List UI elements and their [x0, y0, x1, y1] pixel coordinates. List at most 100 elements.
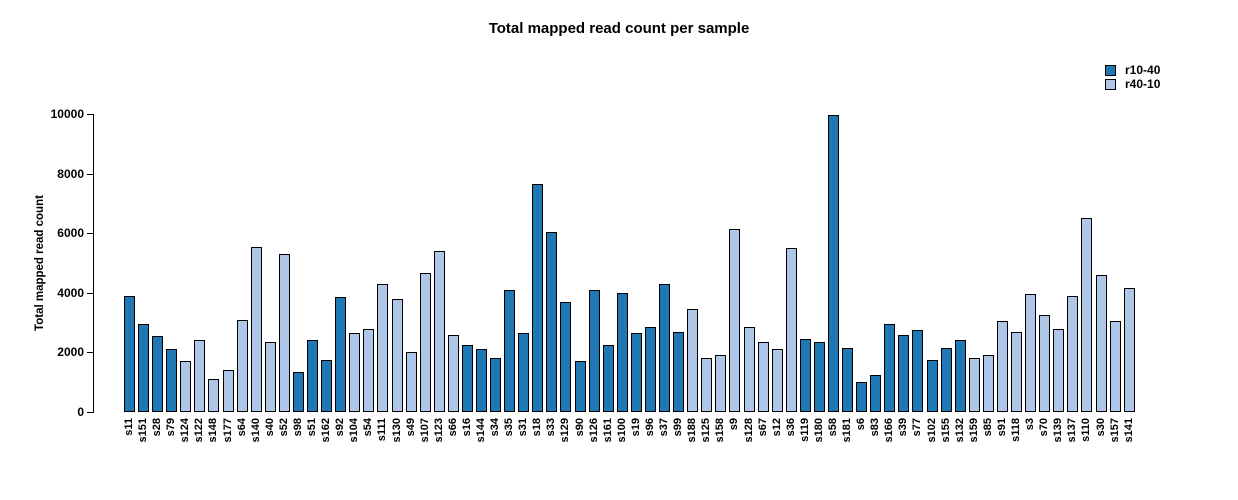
legend-swatch-r10-40-icon — [1105, 64, 1116, 76]
bar-s161 — [603, 345, 614, 412]
bar-s58 — [828, 115, 839, 412]
bar-s140 — [251, 247, 262, 412]
x-label-s64: s64 — [236, 418, 248, 437]
bar-s129 — [560, 302, 571, 412]
x-label-s19: s19 — [630, 418, 642, 437]
y-tick-2000 — [87, 352, 93, 353]
bar-s102 — [927, 360, 938, 412]
bar-s128 — [744, 327, 755, 412]
y-tick-label-2000: 2000 — [57, 345, 84, 359]
bar-s91 — [997, 321, 1008, 412]
x-label-s33: s33 — [545, 418, 557, 437]
x-label-s107: s107 — [419, 418, 431, 443]
x-label-s36: s36 — [785, 418, 797, 437]
x-label-s67: s67 — [757, 418, 769, 437]
y-tick-label-4000: 4000 — [57, 286, 84, 300]
x-label-s66: s66 — [447, 418, 459, 437]
x-label-s166: s166 — [883, 418, 895, 443]
x-label-s9: s9 — [728, 418, 740, 431]
bar-s148 — [208, 379, 219, 412]
bar-s181 — [842, 348, 853, 412]
bar-s90 — [575, 361, 586, 412]
x-label-s18: s18 — [531, 418, 543, 437]
y-tick-4000 — [87, 293, 93, 294]
x-label-s49: s49 — [405, 418, 417, 437]
bar-s77 — [912, 330, 923, 412]
bar-s155 — [941, 348, 952, 412]
bar-s33 — [546, 232, 557, 412]
x-label-s180: s180 — [813, 418, 825, 443]
bar-s188 — [687, 309, 698, 412]
bar-s151 — [138, 324, 149, 412]
x-label-s52: s52 — [278, 418, 290, 437]
bar-s110 — [1081, 218, 1092, 412]
x-label-s91: s91 — [996, 418, 1008, 437]
bar-s12 — [772, 349, 783, 412]
legend-item-r10-40: r10-40 — [1105, 63, 1160, 77]
legend: r10-40 r40-10 — [1105, 63, 1160, 91]
x-label-s70: s70 — [1038, 418, 1050, 437]
x-label-s126: s126 — [588, 418, 600, 443]
bar-s159 — [969, 358, 980, 412]
x-label-s92: s92 — [334, 418, 346, 437]
bar-s67 — [758, 342, 769, 412]
bar-s51 — [307, 340, 318, 412]
bar-s130 — [392, 299, 403, 412]
bar-s141 — [1124, 288, 1135, 412]
legend-label-r10-40: r10-40 — [1125, 63, 1161, 77]
x-label-s83: s83 — [869, 418, 881, 437]
bar-s104 — [349, 333, 360, 412]
x-label-s12: s12 — [771, 418, 783, 437]
bar-s3 — [1025, 294, 1036, 412]
x-label-s35: s35 — [503, 418, 515, 437]
bar-s83 — [870, 375, 881, 412]
x-label-s181: s181 — [841, 418, 853, 443]
legend-swatch-r40-10-icon — [1105, 78, 1116, 90]
bar-s118 — [1011, 332, 1022, 412]
x-label-s90: s90 — [574, 418, 586, 437]
bar-s6 — [856, 382, 867, 412]
bar-s125 — [701, 358, 712, 412]
x-label-s119: s119 — [799, 418, 811, 442]
bar-s35 — [504, 290, 515, 412]
x-label-s54: s54 — [362, 418, 374, 437]
bar-s64 — [237, 320, 248, 412]
x-label-s16: s16 — [461, 418, 473, 437]
x-label-s51: s51 — [306, 418, 318, 437]
x-label-s151: s151 — [137, 418, 149, 443]
x-label-s128: s128 — [743, 418, 755, 443]
x-label-s34: s34 — [489, 418, 501, 437]
bar-s144 — [476, 349, 487, 412]
x-label-s30: s30 — [1095, 418, 1107, 437]
bar-s30 — [1096, 275, 1107, 412]
x-label-s28: s28 — [151, 418, 163, 437]
x-label-s122: s122 — [193, 418, 205, 443]
bar-s180 — [814, 342, 825, 412]
bar-s132 — [955, 340, 966, 412]
bar-s39 — [898, 335, 909, 412]
bar-s98 — [293, 372, 304, 412]
y-tick-label-10000: 10000 — [50, 107, 84, 121]
bar-s107 — [420, 273, 431, 412]
bar-s70 — [1039, 315, 1050, 412]
x-label-s98: s98 — [292, 418, 304, 437]
y-tick-label-0: 0 — [77, 405, 84, 419]
x-label-s6: s6 — [855, 418, 867, 431]
bar-s119 — [800, 339, 811, 412]
x-label-s155: s155 — [940, 418, 952, 443]
bar-s139 — [1053, 329, 1064, 412]
bar-s18 — [532, 184, 543, 412]
bar-s137 — [1067, 296, 1078, 412]
bar-s166 — [884, 324, 895, 412]
x-label-s111: s111 — [376, 418, 388, 442]
x-label-s79: s79 — [165, 418, 177, 437]
bar-s123 — [434, 251, 445, 412]
x-label-s118: s118 — [1010, 418, 1022, 442]
y-tick-10000 — [87, 114, 93, 115]
bar-s126 — [589, 290, 600, 412]
bar-s157 — [1110, 321, 1121, 412]
x-label-s158: s158 — [714, 418, 726, 443]
legend-label-r40-10: r40-10 — [1125, 77, 1161, 91]
bar-s28 — [152, 336, 163, 412]
